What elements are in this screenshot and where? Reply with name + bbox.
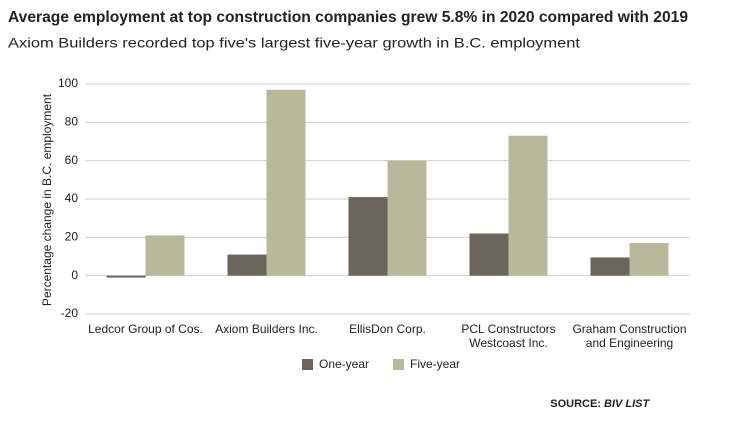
y-tick-label: -20 <box>61 306 79 320</box>
x-tick-label: Axiom Builders Inc. <box>215 322 318 336</box>
y-tick-label: 100 <box>58 76 78 90</box>
bar <box>387 160 427 276</box>
legend-swatch <box>302 359 313 370</box>
bar <box>629 243 669 276</box>
bar <box>106 275 146 278</box>
chart-subtitle: Axiom Builders recorded top five's large… <box>8 35 580 51</box>
y-tick-label: 20 <box>65 230 79 244</box>
bar <box>508 135 548 276</box>
bar <box>145 235 185 276</box>
x-tick-label: EllisDon Corp. <box>349 322 426 336</box>
chart-title: Average employment at top construction c… <box>8 9 688 26</box>
y-tick-label: 80 <box>65 115 79 129</box>
bar <box>348 197 388 276</box>
x-tick-label: PCL Constructors Westcoast Inc. <box>461 322 556 350</box>
y-axis-label: Percentage change in B.C. employment <box>40 93 54 306</box>
source-label: SOURCE: <box>550 398 601 410</box>
source: BIV LIST <box>604 398 651 410</box>
y-tick-label: 60 <box>65 153 79 167</box>
legend-swatch <box>393 359 404 370</box>
y-tick-label: 0 <box>71 268 78 282</box>
x-tick-label: Graham Construction and Engineering <box>572 322 687 350</box>
bar <box>266 89 306 276</box>
legend-label: Five-year <box>410 357 460 371</box>
legend-label: One-year <box>319 357 369 371</box>
bar <box>469 233 509 276</box>
bar <box>590 257 630 276</box>
bar <box>227 254 267 276</box>
y-tick-label: 40 <box>65 191 79 205</box>
x-tick-label: Ledcor Group of Cos. <box>88 322 203 336</box>
